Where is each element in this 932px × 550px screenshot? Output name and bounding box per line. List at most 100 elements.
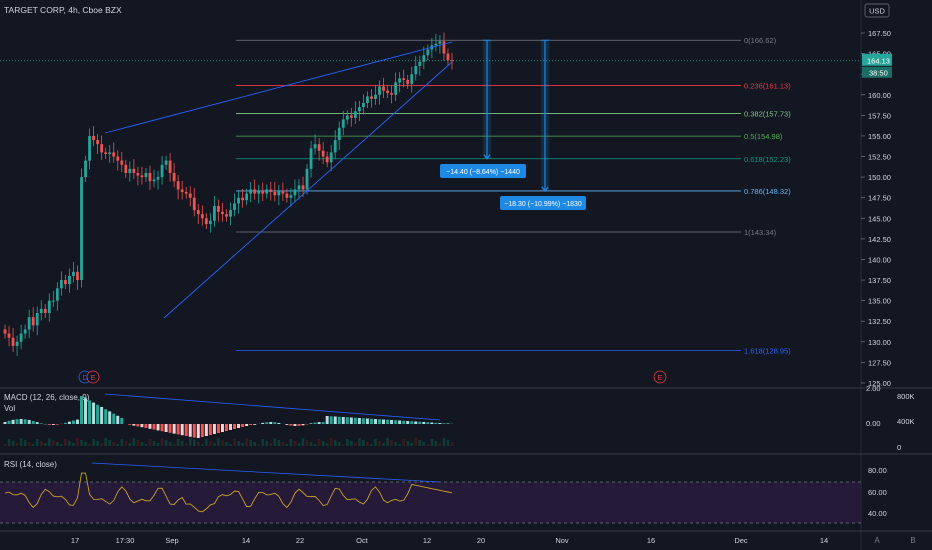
candle — [402, 78, 406, 80]
time-axis[interactable]: 17 17:30 Sep 14 22 Oct 12 20 Nov 16 Dec 14 — [71, 536, 828, 545]
candle — [317, 144, 321, 151]
vol-tick: 400K — [897, 417, 915, 426]
candle — [309, 148, 313, 169]
macd-histogram[interactable] — [3, 393, 454, 446]
log-scale-button[interactable]: B — [910, 536, 915, 545]
candle — [225, 214, 228, 217]
macd-bar — [361, 418, 365, 424]
candle — [156, 177, 160, 180]
macd-bar — [237, 424, 241, 428]
candle — [237, 197, 240, 204]
macd-bar — [345, 417, 349, 424]
macd-trendline[interactable] — [104, 393, 441, 421]
macd-bar — [180, 424, 184, 436]
candle — [434, 43, 438, 46]
candle — [257, 191, 261, 194]
candle — [148, 173, 152, 182]
candle — [196, 210, 200, 215]
candle — [329, 152, 333, 163]
candle — [7, 333, 11, 338]
macd-bar — [285, 424, 289, 425]
price-tick: 135.00 — [868, 297, 891, 306]
macd-bar — [369, 418, 373, 424]
auto-scale-button[interactable]: A — [874, 536, 880, 545]
candle — [39, 308, 43, 313]
candle — [261, 191, 265, 194]
macd-bar — [140, 424, 144, 428]
candle — [253, 189, 257, 194]
macd-bar — [19, 419, 23, 424]
candle — [140, 175, 144, 178]
macd-bar — [216, 424, 220, 433]
candle — [188, 193, 192, 198]
chart-title: TARGET CORP, 4h, Cboe BZX — [4, 5, 122, 15]
macd-bar — [152, 424, 156, 430]
candle — [192, 197, 196, 211]
macd-bar — [269, 422, 273, 424]
candle — [249, 189, 253, 194]
macd-bar — [414, 421, 418, 424]
macd-tick: 2.00 — [866, 384, 881, 393]
macd-bar — [67, 421, 71, 424]
rsi-band — [0, 482, 861, 523]
macd-bar — [200, 424, 204, 437]
event-marker-label: E — [658, 375, 663, 382]
macd-bar — [224, 424, 228, 431]
macd-bar — [80, 396, 84, 424]
candle — [96, 140, 100, 145]
macd-bar — [265, 422, 269, 424]
candle — [112, 152, 116, 157]
candle — [136, 173, 140, 176]
candle — [297, 185, 301, 190]
candle — [442, 41, 446, 54]
lower-trendline[interactable] — [163, 61, 453, 319]
candle — [132, 168, 136, 173]
price-range-measures[interactable]: −14.40 (−8.64%) −1440 −18.30 (−10.99%) −1… — [440, 39, 586, 210]
candle — [337, 127, 341, 141]
price-tick: 150.00 — [868, 173, 891, 182]
macd-bar — [353, 417, 357, 424]
time-tick: 14 — [242, 536, 250, 545]
candle — [285, 193, 289, 198]
macd-bar — [156, 424, 160, 431]
macd-bar — [349, 417, 353, 424]
candlestick-series[interactable] — [3, 32, 454, 356]
candle — [128, 168, 132, 173]
macd-bar — [63, 422, 67, 424]
macd-bar — [309, 423, 313, 424]
time-tick: 14 — [820, 536, 828, 545]
macd-bar — [241, 424, 245, 427]
upper-trendline[interactable] — [104, 41, 453, 134]
macd-bar — [398, 420, 402, 424]
fib-retracement[interactable]: 0(166.62) 0.236(161.13) 0.382(157.73) 0.5(1… — [236, 36, 791, 355]
macd-bar — [112, 413, 116, 424]
price-axis[interactable]: 167.50165.00162.50160.00157.50155.00152.… — [0, 29, 892, 388]
candle — [450, 60, 454, 62]
macd-bar — [132, 424, 136, 426]
fib-level-label: 0.618(152.23) — [744, 155, 791, 164]
macd-bar — [220, 424, 224, 432]
time-tick: Oct — [356, 536, 369, 545]
macd-bar — [39, 423, 43, 424]
macd-bar — [47, 424, 51, 425]
currency-button[interactable] — [864, 3, 890, 18]
macd-bar — [430, 422, 434, 424]
trend-lines[interactable] — [104, 41, 453, 319]
macd-bar — [116, 415, 120, 424]
candle — [108, 152, 112, 155]
event-marker[interactable] — [653, 370, 667, 384]
macd-bar — [253, 424, 257, 425]
candle — [217, 205, 220, 212]
rsi-line[interactable] — [4, 462, 453, 513]
rsi-trendline[interactable] — [91, 462, 441, 483]
fib-level-label: 0(166.62) — [744, 36, 777, 45]
candle — [321, 150, 325, 157]
candle — [406, 79, 410, 85]
candle — [353, 111, 357, 118]
candle — [72, 271, 75, 276]
event-marker[interactable] — [86, 370, 100, 384]
macd-bar — [297, 424, 301, 426]
price-tick: 160.00 — [868, 91, 891, 100]
